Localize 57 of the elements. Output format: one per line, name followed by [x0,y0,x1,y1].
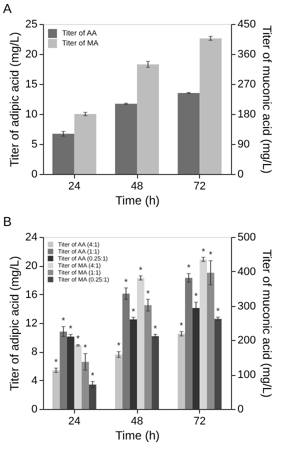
y-tick-label: 12 [25,318,38,330]
x-axis-title: Time (h) [115,194,160,208]
y2-tick-label: 0 [238,168,244,180]
y-tick-label: 5 [31,138,38,150]
data-label: * [76,334,80,344]
y2-tick-label: 300 [238,300,256,312]
data-label: * [116,340,121,351]
y2-tick-label: 500 [238,232,256,244]
data-label: * [54,357,58,368]
y-tick-label: 15 [25,78,38,90]
x-tick-label: 72 [194,180,206,192]
x-axis-title: Time (h) [115,428,160,442]
data-label: * [90,370,95,380]
x-tick-label: 72 [194,416,206,428]
x-tick-label: 48 [130,416,144,428]
y2-tick-label: 90 [238,138,250,150]
x-tick-label: 48 [130,180,144,192]
data-label: * [180,320,184,331]
chart-title: A [3,1,12,16]
y2-tick-label: 360 [238,48,256,60]
y-tick-label: 20 [25,260,38,272]
data-label: * [208,250,213,260]
y-tick-label: 25 [25,18,38,30]
x-tick-label: 24 [68,180,80,192]
data-label: * [68,323,73,334]
y-tick-label: 0 [31,168,38,180]
y-tick-label: 0 [31,404,38,416]
y-tick-label: 10 [25,108,38,120]
data-label: * [62,316,66,326]
y2-tick-label: 270 [238,78,256,90]
y2-tick-label: 200 [238,334,256,347]
y-axis-title: Titer of adipic acid (mg/L) [7,32,22,167]
data-label: * [124,276,128,287]
y-tick-label: 8 [31,346,38,358]
data-label: * [138,264,143,275]
y-tick-label: 24 [25,232,38,244]
y-tick-label: 20 [25,48,38,60]
y2-tick-label: 450 [238,18,256,30]
data-label: * [146,288,150,298]
data-label: * [186,262,191,273]
y2-axis-title: Titer of muconic acid (mg/L) [260,249,274,398]
data-label: * [132,306,136,316]
y2-axis-title: Titer of muconic acid (mg/L) [260,25,274,174]
data-label: * [216,306,220,316]
data-label: * [84,342,88,353]
y2-tick-label: 400 [238,266,256,278]
y-axis-title: Titer of adipic acid (mg/L) [7,256,22,391]
y-tick-label: 16 [25,288,38,301]
y2-tick-label: 0 [238,404,244,416]
x-tick-label: 24 [68,416,80,428]
y2-tick-label: 180 [238,108,256,120]
data-label: * [194,291,198,302]
data-label: * [202,246,206,256]
data-label: * [154,323,158,334]
chart-title: B [3,214,12,229]
y2-tick-label: 100 [238,369,256,382]
y-tick-label: 4 [31,374,38,387]
